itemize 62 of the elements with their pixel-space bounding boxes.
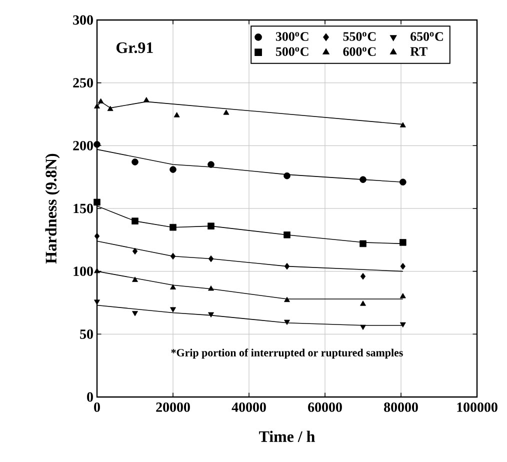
annotation: *Grip portion of interrupted or ruptured samples [171, 348, 403, 359]
legend-label: 600$^{o}$C [343, 47, 376, 56]
y-tick-label: 150 [74, 204, 93, 214]
x-tick-label: 100000 [457, 402, 498, 412]
x-tick-label: 40000 [232, 402, 266, 412]
legend-label: RT [410, 47, 428, 56]
y-tick-label: 200 [73, 140, 93, 150]
y-tick-label: 50 [80, 329, 93, 339]
point [170, 284, 176, 290]
x-tick-label: 0 [94, 402, 100, 412]
point [360, 240, 366, 248]
point [284, 231, 290, 238]
legend-label: 300$^{o}$C [276, 32, 308, 41]
legend-label: 650$^{o}$C [410, 32, 443, 41]
point [360, 300, 366, 306]
y-tick-label: 0 [87, 392, 93, 402]
point [98, 98, 104, 104]
point [208, 161, 214, 168]
y-tick-label: 100 [74, 266, 93, 276]
point [360, 272, 366, 280]
point [223, 110, 230, 115]
legend-label: 550$^{o}$C [343, 32, 376, 41]
text: Gr.91 [116, 42, 153, 54]
point [132, 248, 138, 255]
point [174, 112, 180, 118]
point [132, 218, 138, 224]
point [208, 312, 214, 318]
point [284, 320, 290, 325]
point [400, 262, 406, 270]
point [360, 176, 366, 183]
point [170, 166, 176, 173]
y-tick-label: 250 [73, 78, 93, 88]
point [132, 310, 138, 316]
point [143, 97, 150, 102]
point [400, 122, 406, 128]
point [400, 293, 406, 298]
point [170, 224, 176, 231]
x-axis-title: Time / h [259, 430, 315, 442]
point [208, 222, 214, 230]
point [107, 106, 114, 112]
point [208, 255, 214, 262]
point [132, 276, 138, 282]
point [94, 232, 100, 240]
point [208, 286, 214, 291]
point [284, 262, 290, 270]
y-axis-title: Hardness (9.8N) [45, 154, 60, 264]
point [284, 172, 290, 180]
point [94, 198, 100, 206]
point [170, 252, 176, 260]
point [170, 307, 176, 312]
point [400, 239, 406, 246]
point [94, 141, 100, 148]
point [360, 324, 366, 330]
y-tick-label: 300 [73, 15, 93, 25]
x-tick-label: 80000 [384, 402, 418, 412]
x-tick-label: 60000 [308, 402, 342, 412]
legend-label: 500$^{o}$C [276, 47, 308, 56]
x-tick-label: 20000 [156, 402, 190, 412]
point [132, 158, 138, 166]
point [400, 178, 406, 186]
point [284, 296, 290, 302]
point [400, 322, 406, 328]
